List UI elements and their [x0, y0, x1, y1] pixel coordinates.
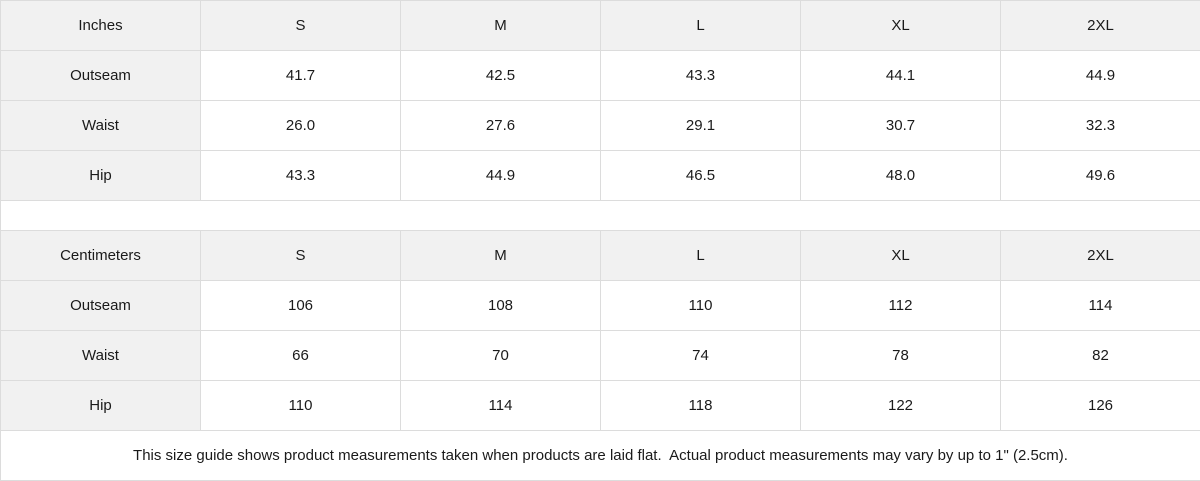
- centimeters-column-header-m: M: [401, 231, 601, 281]
- centimeters-row-label-waist: Waist: [1, 331, 201, 381]
- size-guide-footnote: This size guide shows product measuremen…: [1, 431, 1200, 481]
- table-spacer-row: [1, 201, 1200, 231]
- centimeters-row-label-hip: Hip: [1, 381, 201, 431]
- centimeters-hip-l: 118: [601, 381, 801, 431]
- inches-column-header-xl: XL: [801, 1, 1001, 51]
- inches-hip-m: 44.9: [401, 151, 601, 201]
- inches-hip-2xl: 49.6: [1001, 151, 1200, 201]
- inches-row-label-waist: Waist: [1, 101, 201, 151]
- inches-unit-label: Inches: [1, 1, 201, 51]
- inches-header-row: Inches S M L XL 2XL: [1, 1, 1200, 51]
- inches-outseam-s: 41.7: [201, 51, 401, 101]
- inches-waist-xl: 30.7: [801, 101, 1001, 151]
- centimeters-column-header-l: L: [601, 231, 801, 281]
- centimeters-hip-m: 114: [401, 381, 601, 431]
- centimeters-outseam-s: 106: [201, 281, 401, 331]
- inches-waist-m: 27.6: [401, 101, 601, 151]
- centimeters-waist-l: 74: [601, 331, 801, 381]
- centimeters-row-label-outseam: Outseam: [1, 281, 201, 331]
- inches-outseam-m: 42.5: [401, 51, 601, 101]
- inches-column-header-s: S: [201, 1, 401, 51]
- centimeters-hip-2xl: 126: [1001, 381, 1200, 431]
- centimeters-column-header-s: S: [201, 231, 401, 281]
- centimeters-waist-m: 70: [401, 331, 601, 381]
- table-spacer-cell: [1, 201, 1200, 231]
- centimeters-hip-xl: 122: [801, 381, 1001, 431]
- centimeters-column-header-xl: XL: [801, 231, 1001, 281]
- centimeters-outseam-l: 110: [601, 281, 801, 331]
- centimeters-unit-label: Centimeters: [1, 231, 201, 281]
- inches-outseam-xl: 44.1: [801, 51, 1001, 101]
- table-row: Outseam 41.7 42.5 43.3 44.1 44.9: [1, 51, 1200, 101]
- inches-waist-2xl: 32.3: [1001, 101, 1200, 151]
- table-row: Outseam 106 108 110 112 114: [1, 281, 1200, 331]
- table-row: Waist 26.0 27.6 29.1 30.7 32.3: [1, 101, 1200, 151]
- centimeters-header-row: Centimeters S M L XL 2XL: [1, 231, 1200, 281]
- inches-outseam-l: 43.3: [601, 51, 801, 101]
- inches-waist-s: 26.0: [201, 101, 401, 151]
- inches-hip-s: 43.3: [201, 151, 401, 201]
- centimeters-outseam-m: 108: [401, 281, 601, 331]
- inches-waist-l: 29.1: [601, 101, 801, 151]
- inches-column-header-2xl: 2XL: [1001, 1, 1200, 51]
- size-guide-footnote-row: This size guide shows product measuremen…: [1, 431, 1200, 481]
- table-row: Waist 66 70 74 78 82: [1, 331, 1200, 381]
- inches-row-label-outseam: Outseam: [1, 51, 201, 101]
- centimeters-column-header-2xl: 2XL: [1001, 231, 1200, 281]
- inches-row-label-hip: Hip: [1, 151, 201, 201]
- inches-hip-xl: 48.0: [801, 151, 1001, 201]
- centimeters-hip-s: 110: [201, 381, 401, 431]
- centimeters-waist-xl: 78: [801, 331, 1001, 381]
- inches-outseam-2xl: 44.9: [1001, 51, 1200, 101]
- centimeters-outseam-xl: 112: [801, 281, 1001, 331]
- centimeters-waist-2xl: 82: [1001, 331, 1200, 381]
- table-row: Hip 43.3 44.9 46.5 48.0 49.6: [1, 151, 1200, 201]
- inches-column-header-m: M: [401, 1, 601, 51]
- centimeters-outseam-2xl: 114: [1001, 281, 1200, 331]
- table-row: Hip 110 114 118 122 126: [1, 381, 1200, 431]
- inches-hip-l: 46.5: [601, 151, 801, 201]
- inches-column-header-l: L: [601, 1, 801, 51]
- centimeters-waist-s: 66: [201, 331, 401, 381]
